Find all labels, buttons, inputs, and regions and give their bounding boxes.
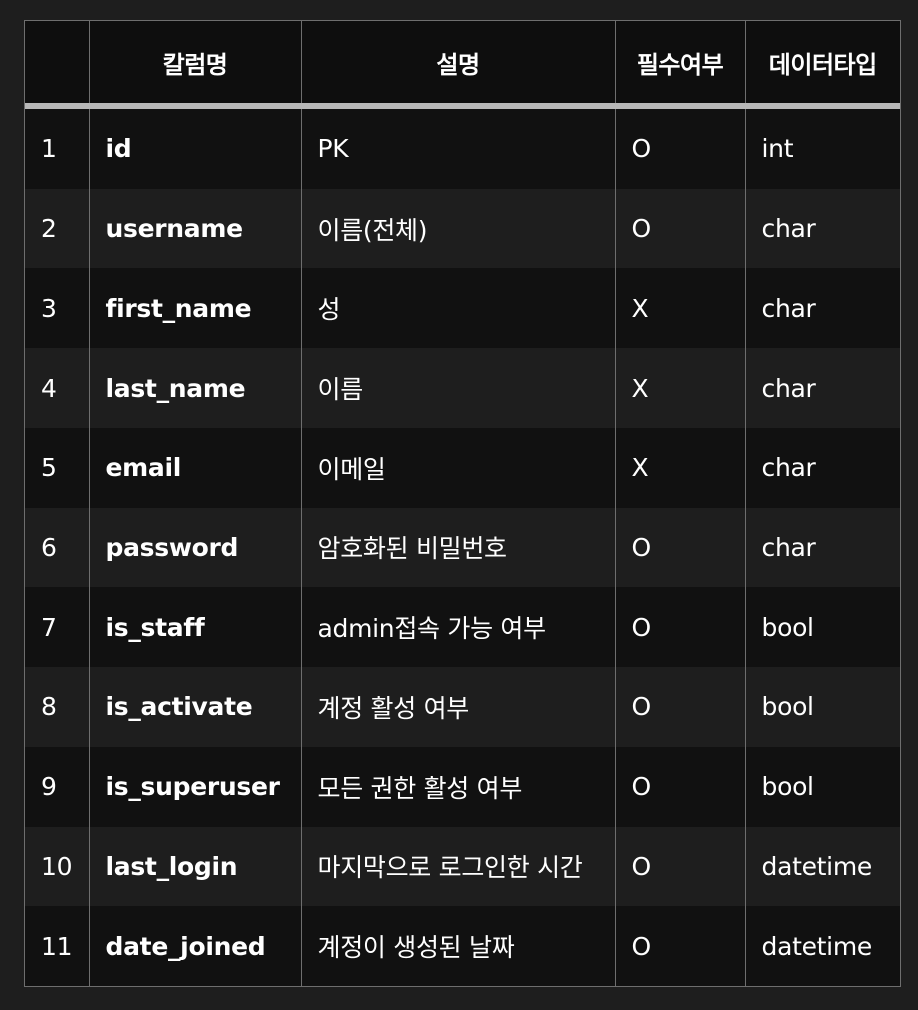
row-number: 8	[25, 667, 89, 747]
row-number: 9	[25, 746, 89, 827]
row-number: 3	[25, 268, 89, 349]
data-type-cell: char	[744, 427, 900, 508]
header-data-type: 데이터타입	[744, 21, 900, 109]
header-number	[25, 21, 89, 109]
description-cell: 모든 권한 활성 여부	[300, 746, 615, 827]
description-cell: PK	[300, 106, 615, 189]
required-cell: O	[614, 188, 745, 269]
required-cell: O	[614, 746, 745, 827]
column-name-cell: password	[88, 507, 301, 588]
column-name-cell: last_login	[88, 826, 301, 907]
header-description: 설명	[300, 21, 615, 109]
description-cell: 성	[300, 268, 615, 349]
row-number: 11	[25, 906, 89, 986]
required-cell: X	[614, 427, 745, 508]
column-name-cell: email	[88, 427, 301, 508]
data-type-cell: int	[744, 106, 900, 189]
data-type-cell: bool	[744, 746, 900, 827]
column-name-cell: is_superuser	[88, 746, 301, 827]
required-cell: X	[614, 268, 745, 349]
column-name-cell: id	[88, 106, 301, 189]
column-name-cell: last_name	[88, 348, 301, 428]
header-row: 칼럼명 설명 필수여부 데이터타입	[25, 21, 900, 109]
required-cell: O	[614, 826, 745, 907]
row-number: 10	[25, 826, 89, 907]
data-type-cell: bool	[744, 667, 900, 747]
data-type-cell: datetime	[744, 906, 900, 986]
description-cell: 계정이 생성된 날짜	[300, 906, 615, 986]
description-cell: 이메일	[300, 427, 615, 508]
description-cell: 계정 활성 여부	[300, 667, 615, 747]
column-name-cell: first_name	[88, 268, 301, 349]
description-cell: admin접속 가능 여부	[300, 587, 615, 668]
data-type-cell: datetime	[744, 826, 900, 907]
row-number: 4	[25, 348, 89, 428]
description-cell: 이름(전체)	[300, 188, 615, 269]
data-type-cell: char	[744, 507, 900, 588]
row-number: 6	[25, 507, 89, 588]
required-cell: O	[614, 906, 745, 986]
description-cell: 암호화된 비밀번호	[300, 507, 615, 588]
data-type-cell: bool	[744, 587, 900, 668]
description-cell: 마지막으로 로그인한 시간	[300, 826, 615, 907]
data-type-cell: char	[744, 348, 900, 428]
header-required: 필수여부	[614, 21, 745, 109]
table-header: 칼럼명 설명 필수여부 데이터타입	[25, 21, 900, 109]
row-number: 1	[25, 106, 89, 189]
required-cell: O	[614, 587, 745, 668]
required-cell: X	[614, 348, 745, 428]
required-cell: O	[614, 667, 745, 747]
required-cell: O	[614, 507, 745, 588]
row-number: 2	[25, 188, 89, 269]
required-cell: O	[614, 106, 745, 189]
column-name-cell: username	[88, 188, 301, 269]
description-cell: 이름	[300, 348, 615, 428]
column-name-cell: is_staff	[88, 587, 301, 668]
data-type-cell: char	[744, 268, 900, 349]
row-number: 5	[25, 427, 89, 508]
data-type-cell: char	[744, 188, 900, 269]
header-column-name: 칼럼명	[88, 21, 301, 109]
column-name-cell: date_joined	[88, 906, 301, 986]
row-number: 7	[25, 587, 89, 668]
column-name-cell: is_activate	[88, 667, 301, 747]
